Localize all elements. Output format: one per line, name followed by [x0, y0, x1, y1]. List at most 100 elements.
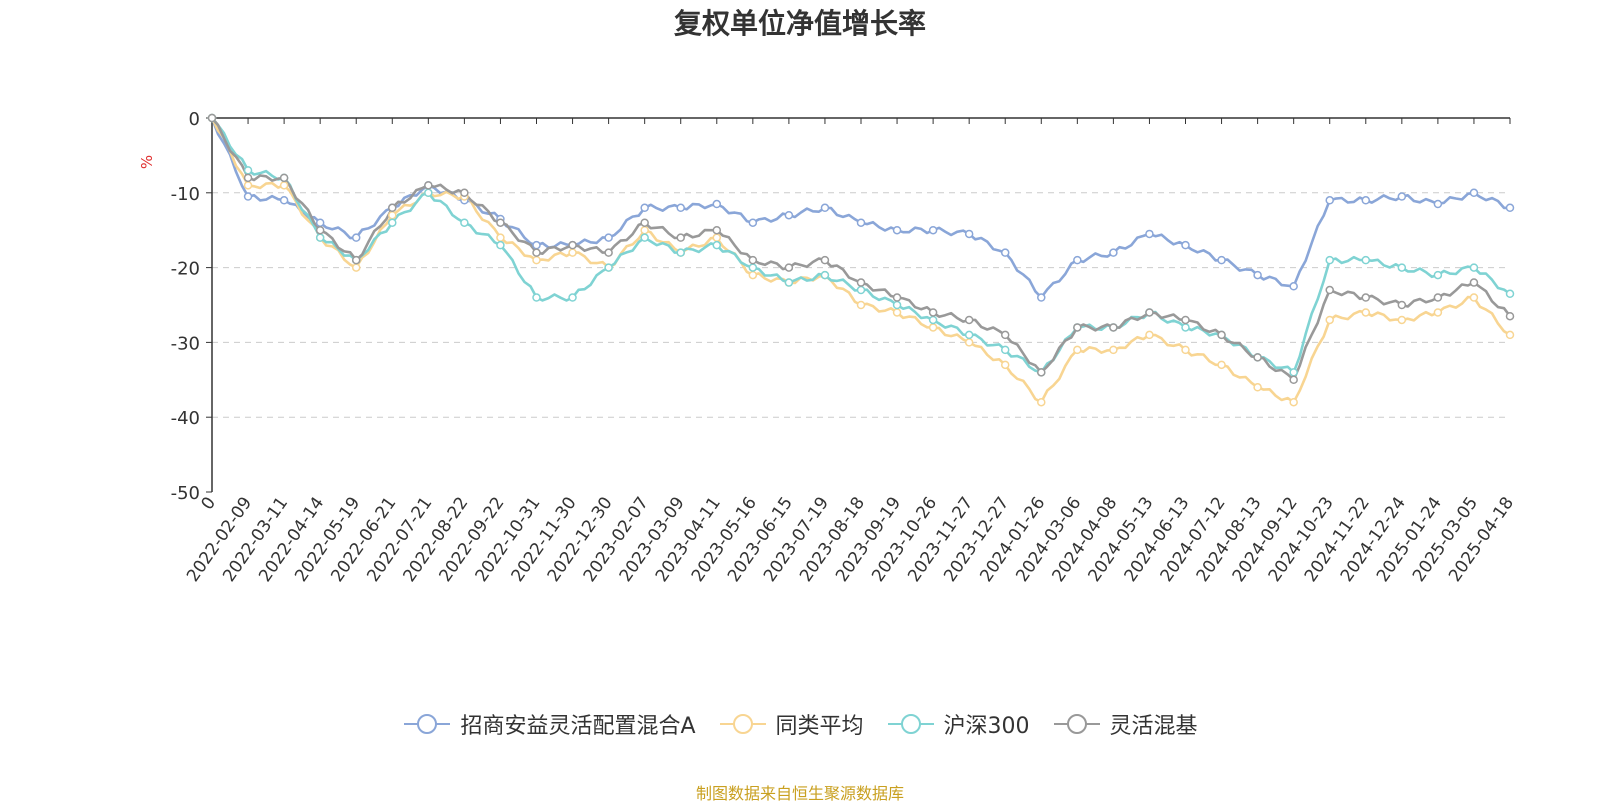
data-point [1469, 278, 1479, 287]
data-point [1037, 368, 1046, 377]
data-point [568, 248, 577, 257]
legend-item[interactable]: 沪深300 [886, 708, 1030, 740]
legend-item[interactable]: 同类平均 [718, 708, 864, 740]
data-point [351, 263, 361, 272]
data-point [1505, 311, 1515, 321]
data-point [1000, 330, 1010, 340]
legend-label: 灵活混基 [1109, 714, 1198, 739]
data-point [676, 233, 685, 242]
data-point [1000, 345, 1010, 355]
data-point [604, 233, 613, 242]
grid-layer [212, 192, 1510, 418]
legend: 招商安益灵活配置混合A 同类平均 沪深300 灵活混基 [0, 708, 1600, 740]
data-point [604, 263, 613, 272]
data-point [1397, 192, 1407, 201]
legend-line-circle-icon [719, 714, 766, 734]
data-point [1325, 196, 1334, 205]
y-tick-label: -30 [171, 333, 200, 354]
data-point [964, 315, 974, 325]
data-point [424, 188, 433, 198]
data-point [1325, 285, 1334, 295]
data-point [1073, 345, 1082, 355]
data-point [1289, 368, 1298, 377]
data-point [1037, 397, 1046, 407]
data-point [856, 285, 866, 295]
data-point [460, 218, 469, 227]
data-point [1145, 330, 1154, 340]
data-point [1469, 263, 1479, 272]
series-line-3 [211, 117, 1512, 382]
data-point [1361, 255, 1371, 265]
data-point [1109, 248, 1118, 257]
data-point [676, 248, 685, 257]
data-point [496, 240, 505, 250]
data-point [1037, 293, 1046, 302]
data-point [1325, 315, 1334, 325]
data-point [784, 210, 794, 220]
data-point [748, 270, 758, 280]
data-point [1289, 397, 1298, 407]
data-point [1469, 188, 1479, 198]
legend-item[interactable]: 灵活混基 [1052, 708, 1198, 740]
data-point [1217, 360, 1226, 370]
data-point [892, 300, 902, 310]
legend-item[interactable]: 招商安益灵活配置混合A [402, 708, 696, 740]
data-point [856, 218, 866, 227]
data-point [1289, 282, 1298, 291]
data-point [243, 192, 253, 201]
legend-line-circle-icon [404, 714, 451, 734]
data-point [928, 315, 938, 325]
data-point [1433, 308, 1443, 317]
data-point [1361, 308, 1371, 317]
data-point [243, 181, 253, 190]
line-chart: 0-10-20-30-40-5002022-02-092022-03-11202… [138, 109, 1518, 586]
data-point [243, 166, 253, 175]
y-axis-unit: % [138, 155, 156, 169]
data-point [1397, 315, 1407, 325]
data-point [532, 240, 541, 250]
data-point [351, 233, 361, 242]
data-point [712, 199, 722, 209]
data-point [279, 196, 289, 205]
data-point [1505, 203, 1515, 213]
data-point [1397, 300, 1407, 310]
data-point [207, 113, 217, 123]
data-point [1000, 248, 1010, 257]
data-point [1397, 263, 1407, 272]
legend-label: 同类平均 [775, 714, 864, 739]
data-point [820, 255, 830, 265]
data-point [1433, 293, 1443, 302]
legend-line-circle-icon [1053, 714, 1100, 734]
data-point [1361, 196, 1371, 205]
series-line-0 [210, 117, 1511, 299]
data-point [1505, 289, 1515, 299]
data-point [496, 218, 505, 227]
data-point [460, 188, 469, 198]
data-point [1433, 270, 1443, 280]
data-point [532, 293, 541, 302]
y-tick-label: 0 [189, 109, 200, 130]
data-point [1181, 315, 1190, 325]
data-point [388, 218, 397, 227]
data-point [315, 225, 325, 235]
series-line-2 [211, 117, 1511, 374]
data-point [1361, 293, 1371, 302]
legend-label: 沪深300 [943, 714, 1030, 739]
data-point [964, 338, 974, 347]
marker-layer [207, 113, 1515, 407]
data-point [892, 308, 902, 317]
data-point [1253, 383, 1262, 392]
series-line-1 [210, 117, 1511, 404]
data-point [1289, 375, 1298, 385]
data-point [1253, 270, 1262, 280]
data-point [604, 248, 613, 257]
y-tick-label: -40 [171, 408, 200, 429]
data-point [496, 233, 505, 242]
data-point [1181, 240, 1190, 250]
data-point [748, 255, 758, 265]
source-note: 制图数据来自恒生聚源数据库 [695, 784, 904, 803]
data-point [1217, 255, 1226, 265]
data-point [928, 323, 938, 332]
data-point [1325, 255, 1334, 265]
data-point [1145, 229, 1154, 239]
